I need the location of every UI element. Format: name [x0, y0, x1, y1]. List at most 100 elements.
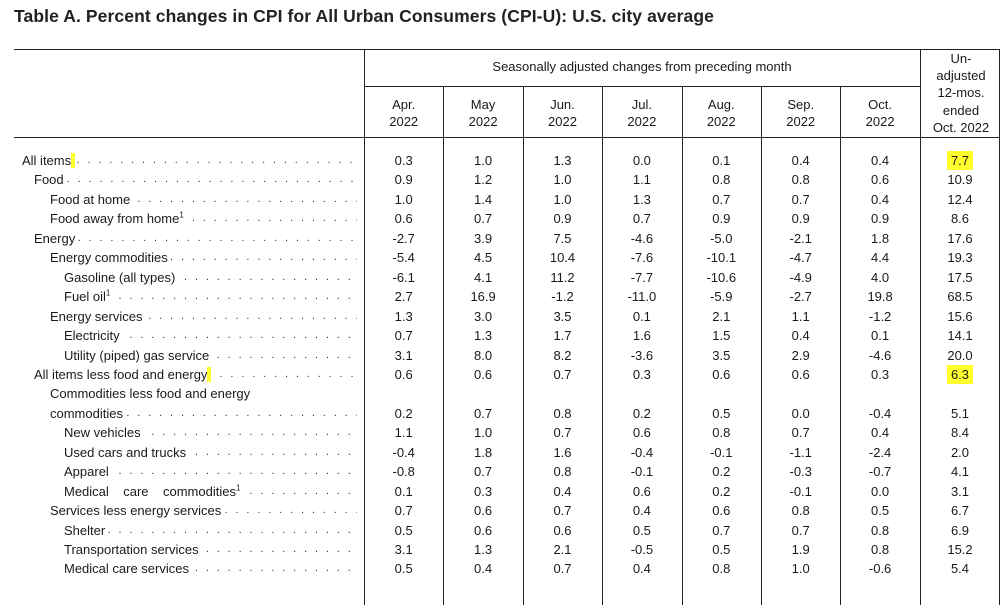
value-cell: 0.3 — [871, 366, 890, 382]
value-cell: 0.7 — [791, 191, 810, 207]
unadjusted-header-line: ended — [942, 102, 980, 118]
value-cell: -2.4 — [868, 444, 892, 460]
value-cell: 0.2 — [632, 405, 651, 421]
value-cell: -1.1 — [789, 444, 812, 460]
column-header-month: Jun. — [550, 97, 575, 112]
value-cell: -1.2 — [868, 308, 892, 324]
value-cell: 0.6 — [712, 366, 731, 382]
table-row: . . . . . . . . . . . . . . . . . . . . … — [14, 501, 1000, 520]
value-cell: -0.4 — [868, 405, 892, 421]
value-cell: 0.7 — [632, 211, 651, 227]
value-cell: 3.5 — [553, 308, 572, 324]
value-cell: -0.5 — [630, 542, 654, 557]
value-cell: 1.4 — [474, 191, 493, 207]
value-cell: 1.0 — [791, 561, 810, 577]
value-cell: -5.9 — [710, 289, 733, 305]
value-cell: 1.0 — [394, 191, 413, 207]
table-row: . . . . . . . . . . . . . . . . . . . . … — [14, 190, 1000, 209]
table-row: Commodities less food and energy — [14, 384, 1000, 403]
value-cell: 0.6 — [394, 366, 413, 382]
value-cell: -10.1 — [706, 250, 737, 266]
value-cell: 1.0 — [474, 153, 493, 168]
value-cell: 1.6 — [553, 444, 572, 460]
value-cell: -4.6 — [630, 230, 654, 246]
table-row: . . . . . . . . . . . . . . . . . . . . … — [14, 364, 1000, 384]
footnote-marker: 1 — [235, 483, 241, 493]
table-row: . . . . . . . . . . . . . . . . . . . . … — [14, 423, 1000, 442]
value-cell: 0.3 — [394, 153, 413, 168]
value-cell: 0.6 — [394, 211, 413, 227]
value-cell: 19.8 — [867, 289, 893, 305]
row-label-text: Services less energy services — [50, 503, 224, 519]
value-cell: -0.6 — [868, 561, 892, 577]
leader-dots: . . . . . . . . . . . . . . . . . . . . … — [64, 329, 357, 342]
value-cell: 3.9 — [474, 230, 493, 246]
value-cell: 11.2 — [550, 269, 575, 285]
leader-dots: . . . . . . . . . . . . . . . . . . . . … — [64, 465, 357, 478]
value-cell: -0.1 — [710, 444, 733, 460]
row-label-text: Commodities less food and energy — [50, 386, 253, 402]
value-cell: -0.3 — [789, 464, 812, 480]
row-label-text: Electricity — [64, 328, 122, 344]
row-label-text: Used cars and trucks — [64, 444, 189, 460]
value-cell: 0.4 — [632, 503, 651, 519]
column-header-year: 2022 — [786, 114, 816, 129]
row-label-text: Utility (piped) gas service — [64, 347, 212, 363]
unadjusted-value-cell: 6.9 — [950, 522, 970, 538]
value-cell: -1.2 — [551, 289, 574, 305]
column-header: Jul. 2022 — [602, 96, 681, 130]
row-label: . . . . . . . . . . . . . . . . . . . . … — [22, 151, 357, 170]
unadjusted-value-cell: 10.9 — [947, 172, 973, 188]
value-cell: -7.6 — [630, 250, 654, 266]
value-cell: 0.6 — [474, 366, 493, 382]
unadjusted-value-cell: 17.5 — [947, 269, 973, 285]
row-label-text: Medical care services — [64, 561, 191, 577]
column-header: Aug. 2022 — [682, 96, 761, 130]
table-row: . . . . . . . . . . . . . . . . . . . . … — [14, 404, 1000, 423]
value-cell: 0.8 — [871, 542, 890, 557]
value-cell: 16.9 — [470, 289, 496, 305]
leader-dots: . . . . . . . . . . . . . . . . . . . . … — [22, 154, 357, 166]
value-cell: 0.5 — [632, 522, 651, 538]
footnote-marker: 1 — [105, 288, 111, 298]
value-cell: -5.4 — [392, 250, 415, 266]
row-label-text: Food at home — [50, 191, 133, 207]
column-header-year: 2022 — [627, 114, 657, 129]
value-cell: 0.5 — [712, 542, 731, 557]
value-cell: 0.8 — [553, 464, 572, 480]
unadjusted-value-cell: 14.1 — [947, 328, 973, 344]
value-cell: -11.0 — [627, 289, 657, 305]
leader-dots: . . . . . . . . . . . . . . . . . . . . … — [64, 523, 357, 536]
unadjusted-header-line: Un- — [950, 51, 972, 66]
table-row: . . . . . . . . . . . . . . . . . . . . … — [14, 540, 1000, 559]
column-header-month: Apr. — [392, 97, 416, 112]
row-label: . . . . . . . . . . . . . . . . . . . . … — [64, 443, 357, 462]
row-label: . . . . . . . . . . . . . . . . . . . . … — [64, 559, 357, 578]
value-cell: 0.5 — [871, 503, 890, 519]
unadjusted-value-cell: 68.5 — [947, 289, 973, 305]
row-label-text: commodities — [50, 405, 125, 421]
highlight-mark — [207, 366, 212, 382]
value-cell: 0.4 — [871, 425, 890, 441]
value-cell: 0.6 — [632, 425, 651, 441]
value-cell: -0.7 — [868, 464, 892, 480]
row-label-text: Food — [34, 172, 66, 188]
value-cell: 0.2 — [394, 405, 413, 421]
column-divider — [443, 86, 445, 605]
value-cell: 0.5 — [394, 561, 413, 577]
row-label: . . . . . . . . . . . . . . . . . . . . … — [64, 326, 357, 345]
table-right-border — [999, 49, 1000, 605]
unadjusted-header: Un-adjusted 12-mos. ended Oct. 2022 — [922, 50, 1000, 136]
value-cell: 0.9 — [553, 211, 572, 227]
row-label: . . . . . . . . . . . . . . . . . . . . … — [50, 404, 357, 423]
value-cell: -2.7 — [789, 289, 812, 305]
leader-dots: . . . . . . . . . . . . . . . . . . . . … — [34, 231, 357, 244]
row-label-text: Food away from home1 — [50, 211, 186, 227]
value-cell: 10.4 — [549, 250, 576, 266]
row-label: . . . . . . . . . . . . . . . . . . . . … — [64, 482, 357, 501]
value-cell: 0.6 — [791, 366, 810, 382]
value-cell: 0.7 — [474, 405, 493, 421]
column-header-year: 2022 — [468, 114, 498, 129]
row-label-text: Energy — [34, 230, 78, 246]
row-label: . . . . . . . . . . . . . . . . . . . . … — [64, 268, 357, 287]
